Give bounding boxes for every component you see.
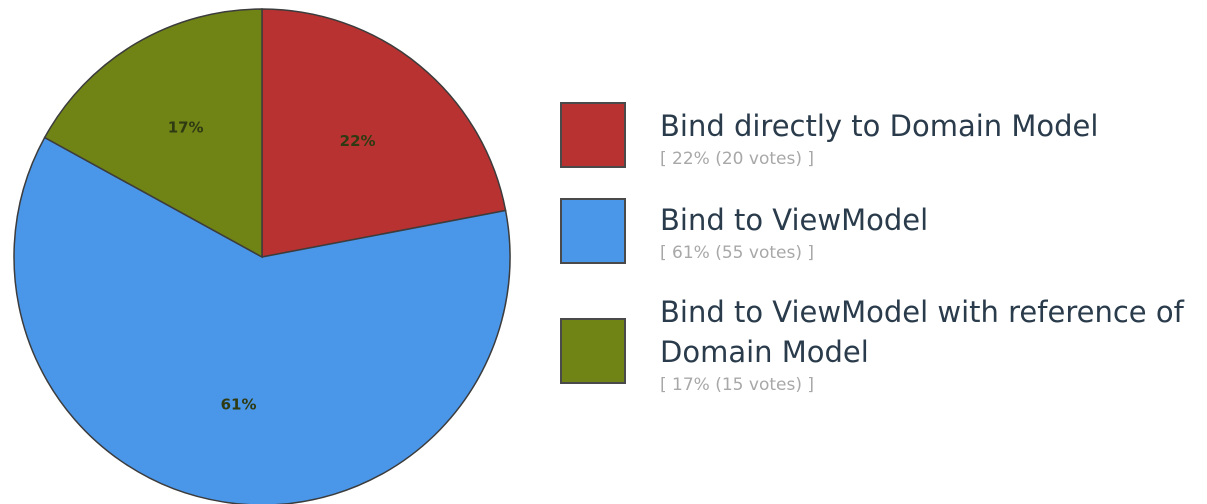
pie-chart-svg: 22% 61% 17%: [13, 8, 511, 504]
pie-slice-viewmodel-with-reference: [43, 8, 263, 259]
legend-label-viewmodel: Bind to ViewModel: [660, 203, 929, 237]
legend-swatch-viewmodel: [560, 198, 626, 264]
pie-slice-label-viewmodel-with-reference: 17%: [168, 118, 204, 136]
legend-detail-viewmodel: [ 61% (55 votes) ]: [660, 243, 815, 263]
legend-detail-domain-model: [ 22% (20 votes) ]: [660, 149, 815, 169]
pie-chart: 22% 61% 17%: [0, 0, 540, 504]
legend-label-domain-model: Bind directly to Domain Model: [660, 109, 1099, 143]
pie-slice-label-viewmodel: 61%: [221, 396, 257, 414]
legend-swatch-viewmodel-with-reference: [560, 318, 626, 384]
legend-detail-viewmodel-with-reference: [ 17% (15 votes) ]: [660, 375, 815, 395]
legend-label-viewmodel-with-reference: Bind to ViewModel with reference of Doma…: [660, 295, 1184, 369]
legend-swatch-domain-model: [560, 102, 626, 168]
pie-slice-viewmodel: [13, 136, 511, 504]
pie-slice-label-domain-model: 22%: [340, 132, 376, 150]
pie-slice-domain-model: [261, 8, 507, 258]
